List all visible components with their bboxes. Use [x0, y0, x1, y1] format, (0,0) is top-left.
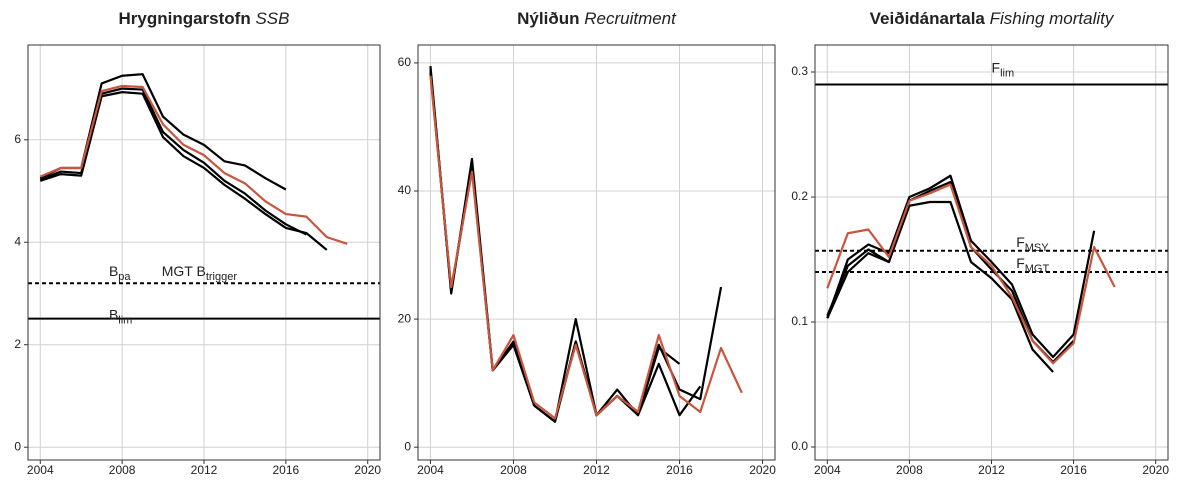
title-main: Veiðidánartala: [870, 9, 986, 28]
panel: Hrygningarstofn SSB 0 2 4 6 2004 2008 2012 2016 2…: [14, 9, 381, 477]
x-tick-label: 2004: [417, 463, 444, 477]
chart-title: Veiðidánartala Fishing mortality: [870, 9, 1115, 28]
series-line: [826, 174, 1096, 359]
y-tick-label: 6: [14, 132, 21, 146]
x-tick-label: 2004: [27, 463, 54, 477]
y-tick-label: 0.3: [791, 64, 808, 78]
title-sub: SSB: [255, 9, 289, 28]
x-tick-label: 2016: [273, 463, 300, 477]
series-line: [39, 87, 307, 236]
label-sub: MSY: [1025, 242, 1050, 254]
x-tick-label: 2020: [749, 463, 776, 477]
title-main: Hrygningarstofn: [119, 9, 251, 28]
x-tick-label: 2016: [666, 463, 693, 477]
y-tick-label: 0.2: [791, 189, 808, 203]
label-main: F: [1016, 233, 1025, 249]
plot-frame: [417, 44, 776, 461]
title-sub: Fishing mortality: [990, 9, 1115, 28]
series-line: [826, 183, 1116, 365]
reference-label: Blim: [109, 306, 132, 326]
title-sub: Recruitment: [584, 9, 677, 28]
reference-label: Flim: [992, 59, 1015, 79]
x-tick-label: 2012: [583, 463, 610, 477]
series-line: [429, 66, 681, 423]
series-line: [429, 75, 743, 420]
x-tick-label: 2020: [1142, 463, 1169, 477]
x-tick-label: 2012: [978, 463, 1005, 477]
y-tick-label: 60: [398, 55, 412, 69]
x-tick-label: 2008: [896, 463, 923, 477]
panel: Nýliðun Recruitment 0 20 40 60 2004 2008 2012 20…: [398, 9, 777, 477]
y-tick-label: 20: [398, 311, 412, 325]
series-line: [429, 72, 723, 423]
chart-title: Hrygningarstofn SSB: [119, 9, 290, 28]
plot-frame: [27, 44, 381, 461]
title-main: Nýliðun: [517, 9, 579, 28]
y-tick-label: 0.1: [791, 314, 808, 328]
reference-label: Bpa: [109, 263, 131, 283]
label-main: B: [109, 306, 118, 322]
chart-title: Nýliðun Recruitment: [517, 9, 677, 28]
x-tick-label: 2020: [354, 463, 381, 477]
y-tick-label: 4: [14, 234, 21, 248]
y-tick-label: 2: [14, 337, 21, 351]
reference-label: MGT Btrigger: [162, 263, 238, 283]
label-main: F: [1016, 255, 1025, 271]
label-sub: MGT: [1025, 263, 1050, 275]
y-tick-label: 0.0: [791, 439, 808, 453]
panel: Veiðidánartala Fishing mortality 0.0 0.1 0.…: [791, 9, 1169, 477]
label-sub: trigger: [206, 271, 238, 283]
label-sub: lim: [1000, 67, 1014, 79]
series-line: [826, 200, 1054, 373]
reference-label: FMSY: [1016, 233, 1049, 253]
label-sub: lim: [118, 314, 132, 326]
y-tick-label: 0: [404, 439, 411, 453]
label-main: MGT B: [162, 263, 206, 279]
plot-frame: [814, 44, 1169, 461]
x-tick-label: 2012: [191, 463, 218, 477]
label-main: B: [109, 263, 118, 279]
y-tick-label: 40: [398, 183, 412, 197]
x-tick-label: 2008: [500, 463, 527, 477]
x-tick-label: 2008: [109, 463, 136, 477]
x-tick-label: 2004: [814, 463, 841, 477]
series-line: [39, 91, 328, 251]
series-line: [39, 84, 348, 245]
x-tick-label: 2016: [1060, 463, 1087, 477]
label-main: F: [992, 59, 1001, 75]
reference-label: FMGT: [1016, 255, 1049, 275]
y-tick-label: 0: [14, 439, 21, 453]
label-sub: pa: [118, 271, 131, 283]
